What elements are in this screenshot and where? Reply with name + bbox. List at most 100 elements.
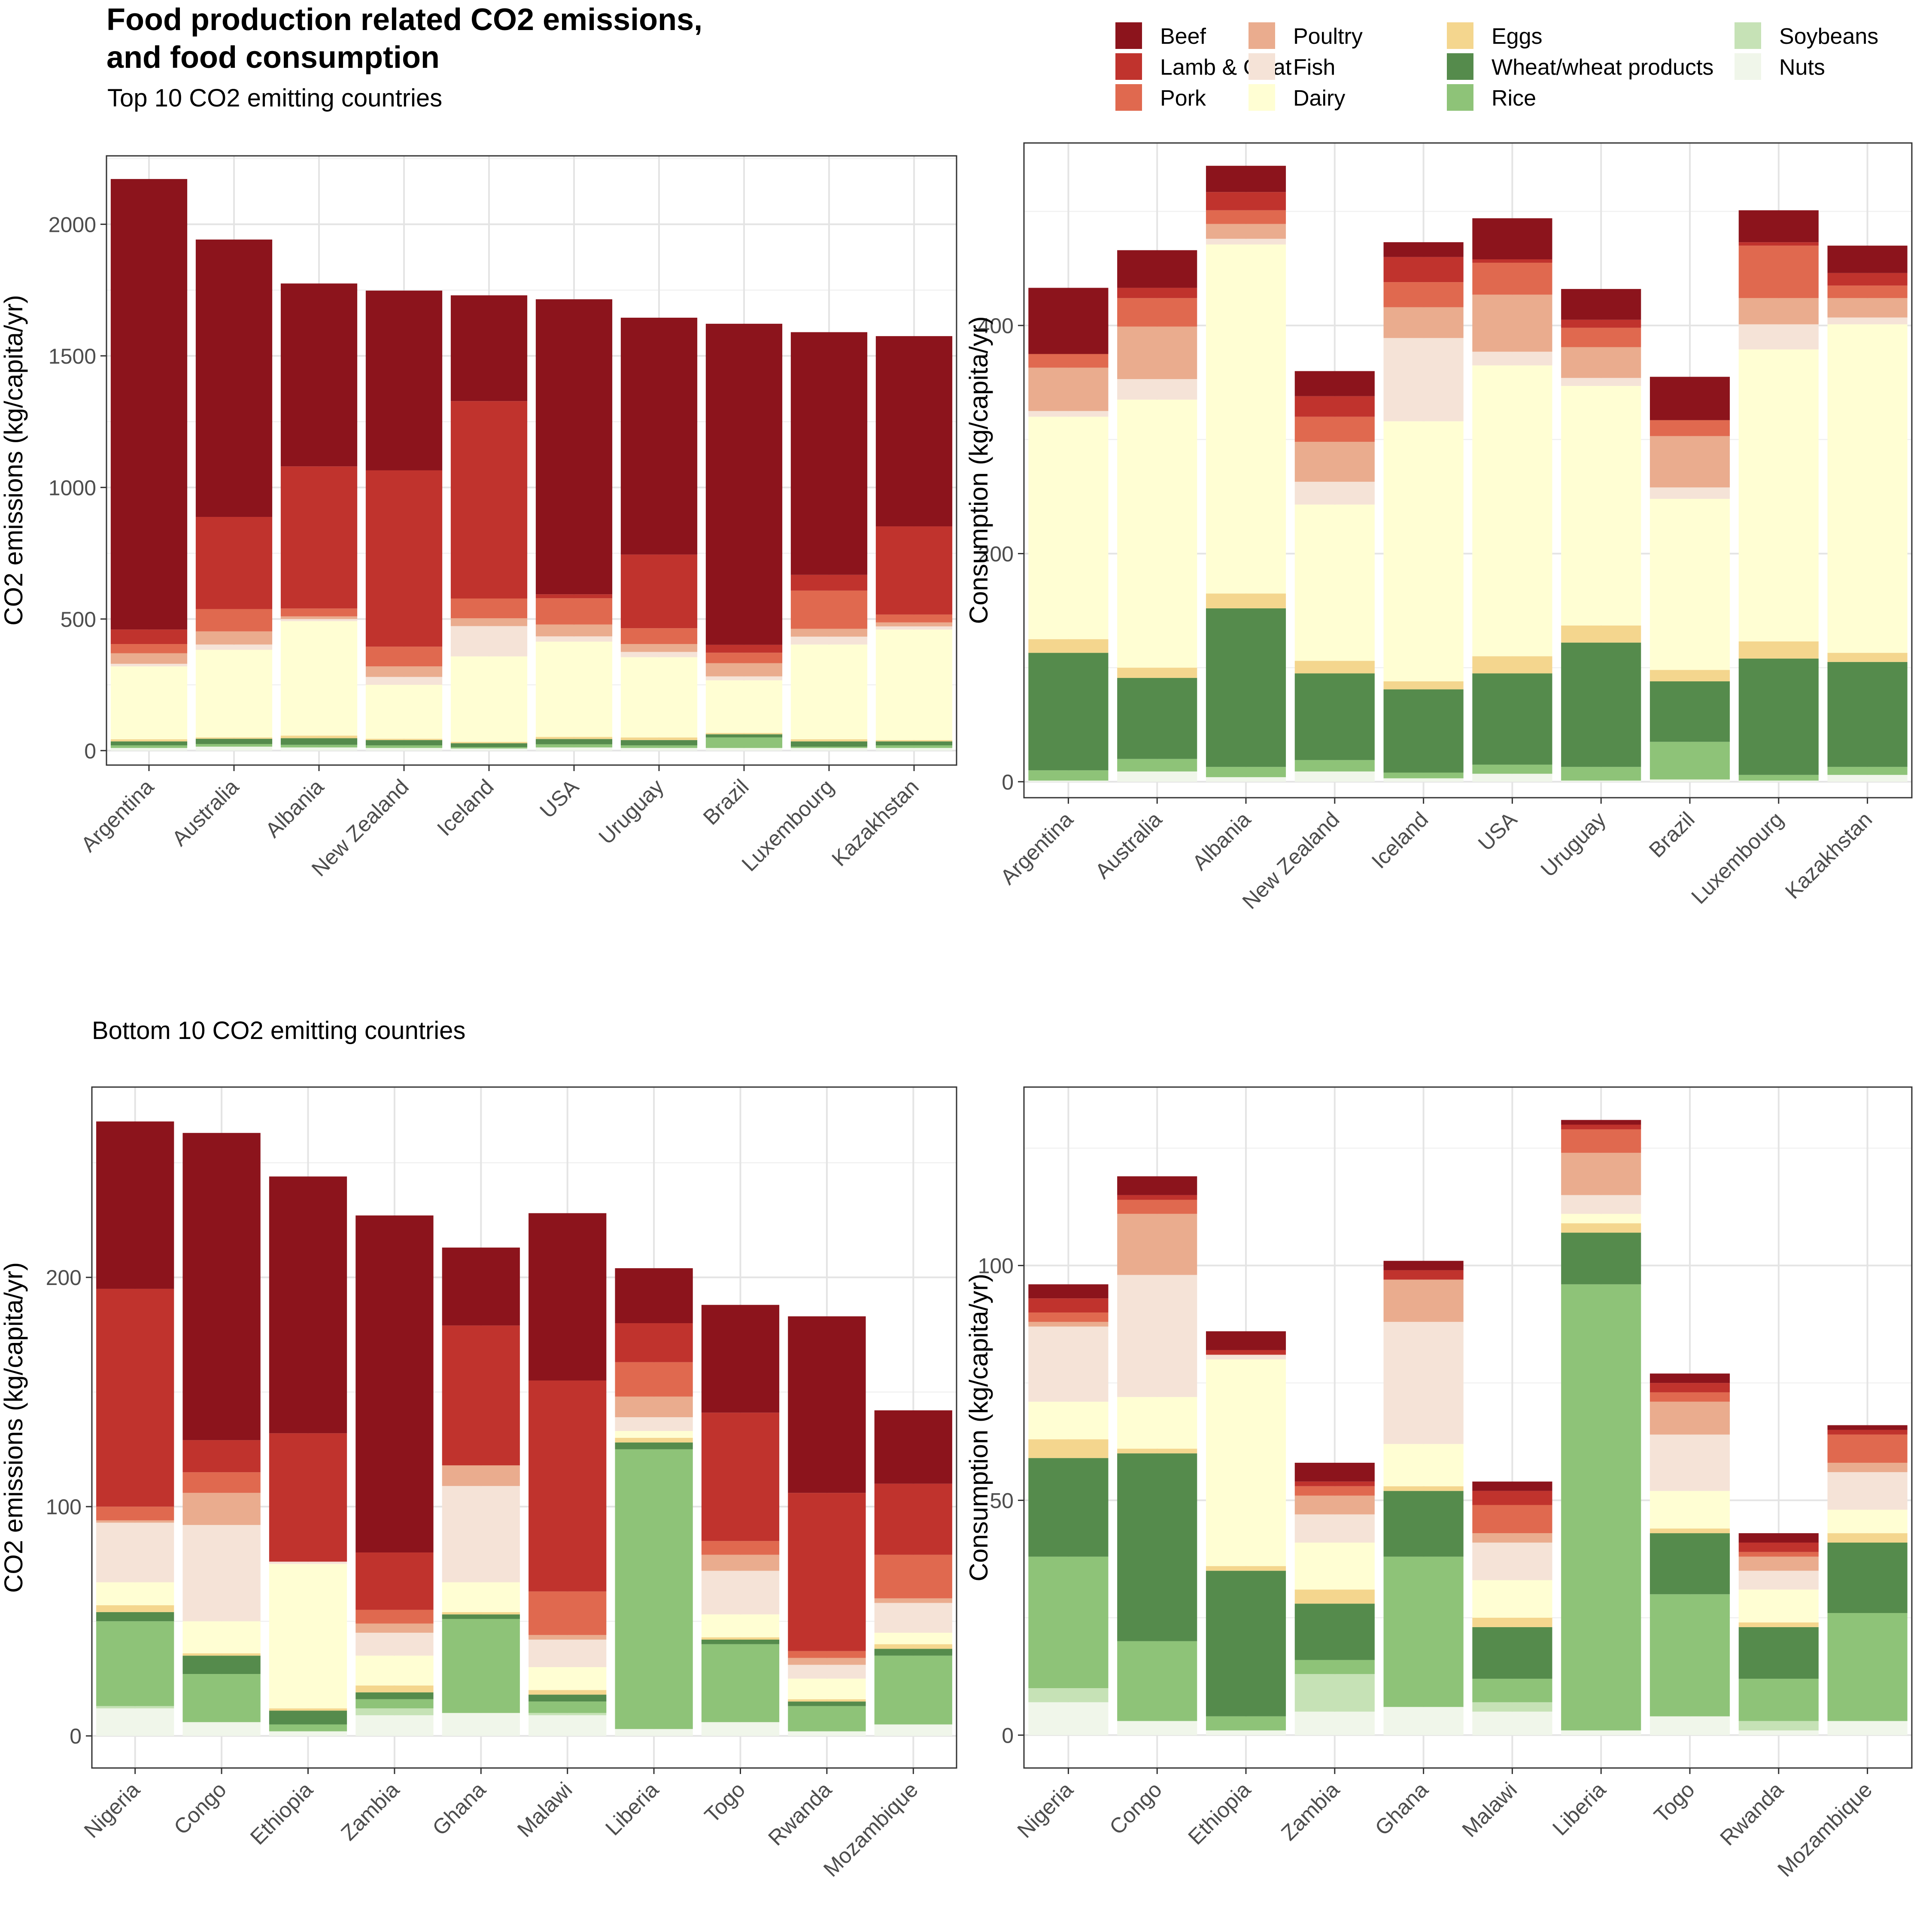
- bar-segment-ghana-beef: [442, 1247, 520, 1326]
- legend-key-soybeans: [1735, 22, 1761, 49]
- bar-segment-luxembourg-nuts: [790, 748, 868, 751]
- legend-key-eggs: [1447, 22, 1473, 49]
- bar-segment-new-zealand-dairy: [1294, 504, 1375, 661]
- bar-segment-argentina-rice: [1028, 770, 1109, 781]
- x-tick-label-rwanda: Rwanda: [1715, 1777, 1788, 1850]
- x-tick-label-liberia: Liberia: [1548, 1777, 1610, 1840]
- bar-segment-usa-eggs: [1472, 656, 1552, 674]
- bar-segment-luxembourg-dairy: [790, 644, 868, 739]
- bar-segment-usa-pork: [1472, 262, 1552, 295]
- bar-segment-mozambique-beef: [1827, 1425, 1908, 1430]
- bar-segment-congo-poultry: [1117, 1214, 1197, 1275]
- bar-segment-ghana-beef: [1383, 1261, 1464, 1270]
- bar-segment-congo-dairy: [1117, 1397, 1197, 1449]
- bar-segment-ghana-nuts: [1383, 1707, 1464, 1735]
- bar-segment-zambia-nuts: [1294, 1711, 1375, 1735]
- bar-segment-togo-wheat-wheat-products: [701, 1639, 780, 1644]
- bar-segment-new-zealand-fish: [1294, 482, 1375, 505]
- bar-segment-kazakhstan-lamb-and-goat: [875, 526, 953, 615]
- bar-segment-iceland-fish: [450, 626, 528, 656]
- bar-segment-congo-beef: [1117, 1176, 1197, 1195]
- x-tick-label-luxembourg: Luxembourg: [737, 775, 838, 876]
- y-tick-label: 100: [46, 1495, 82, 1519]
- bar-segment-congo-pork: [182, 1472, 261, 1493]
- bar-segment-togo-poultry: [701, 1555, 780, 1571]
- x-tick-label-argentina: Argentina: [996, 807, 1078, 889]
- bar-segment-zambia-pork: [1294, 1486, 1375, 1496]
- bar-segment-uruguay-poultry: [620, 644, 698, 652]
- bar-segment-zambia-eggs: [355, 1685, 434, 1692]
- bar-segment-zambia-rice: [1294, 1660, 1375, 1674]
- bar-segment-liberia-eggs: [1561, 1223, 1641, 1233]
- x-tick-label-uruguay: Uruguay: [1536, 807, 1610, 881]
- bar-segment-congo-eggs: [1117, 1449, 1197, 1454]
- bar-segment-uruguay-lamb-and-goat: [620, 554, 698, 629]
- bar-segment-brazil-pork: [705, 653, 783, 663]
- bar-segment-iceland-pork: [1383, 282, 1464, 307]
- bar-segment-brazil-pork: [1649, 420, 1730, 436]
- subtitle-bottom: Bottom 10 CO2 emitting countries: [92, 1017, 465, 1045]
- x-tick-label-mozambique: Mozambique: [1773, 1777, 1877, 1881]
- bar-segment-uruguay-wheat-wheat-products: [620, 740, 698, 746]
- bar-segment-new-zealand-wheat-wheat-products: [1294, 673, 1375, 760]
- legend-label-rice: Rice: [1492, 86, 1536, 111]
- bar-segment-uruguay-eggs: [620, 737, 698, 740]
- bar-segment-uruguay-dairy: [1561, 386, 1641, 626]
- bar-segment-uruguay-pork: [620, 628, 698, 644]
- bar-segment-liberia-beef: [615, 1268, 693, 1324]
- bar-segment-rwanda-rice: [1738, 1679, 1819, 1721]
- bar-segment-mozambique-beef: [874, 1410, 952, 1484]
- x-tick-label-zambia: Zambia: [336, 1777, 404, 1845]
- bar-segment-nigeria-rice: [96, 1621, 174, 1706]
- bar-segment-albania-rice: [1206, 767, 1286, 778]
- bar-segment-zambia-rice: [355, 1699, 434, 1709]
- bar-segment-togo-wheat-wheat-products: [1649, 1533, 1730, 1595]
- bar-segment-argentina-beef: [110, 179, 188, 630]
- bar-segment-zambia-pork: [355, 1610, 434, 1624]
- bar-segment-ghana-fish: [1383, 1321, 1464, 1444]
- bar-segment-ghana-poultry: [1383, 1279, 1464, 1322]
- bar-segment-uruguay-eggs: [1561, 625, 1641, 643]
- legend-label-dairy: Dairy: [1293, 86, 1345, 111]
- bar-segment-iceland-lamb-and-goat: [450, 401, 528, 598]
- bar-segment-australia-poultry: [1117, 326, 1197, 379]
- bar-segment-usa-rice: [1472, 764, 1552, 774]
- panel-border: [1023, 142, 1913, 799]
- bar-segment-luxembourg-poultry: [1738, 298, 1819, 325]
- x-tick-label-ghana: Ghana: [1370, 1777, 1433, 1840]
- bar-segment-ghana-wheat-wheat-products: [442, 1614, 520, 1619]
- y-tick-label: 2000: [49, 213, 96, 237]
- bar-segment-australia-beef: [1117, 250, 1197, 288]
- bar-segment-malawi-soybeans: [1472, 1702, 1552, 1712]
- bar-segment-togo-pork: [701, 1541, 780, 1555]
- bar-segment-brazil-poultry: [1649, 436, 1730, 488]
- bar-segment-ethiopia-dairy: [1206, 1359, 1286, 1566]
- x-tick-label-uruguay: Uruguay: [594, 775, 668, 849]
- legend-item-pork: Pork: [1115, 84, 1206, 111]
- bar-segment-iceland-dairy: [450, 656, 528, 742]
- bar-segment-nigeria-eggs: [96, 1605, 174, 1612]
- y-tick-label: 100: [978, 1254, 1014, 1278]
- bar-segment-zambia-fish: [1294, 1514, 1375, 1543]
- bar-segment-brazil-beef: [1649, 377, 1730, 420]
- bar-segment-usa-wheat-wheat-products: [1472, 673, 1552, 765]
- bar-segment-brazil-fish: [705, 676, 783, 680]
- bar-segment-rwanda-poultry: [1738, 1556, 1819, 1571]
- bar-segment-kazakhstan-wheat-wheat-products: [1827, 662, 1908, 767]
- legend-item-beef: Beef: [1115, 22, 1206, 49]
- bar-segment-new-zealand-nuts: [1294, 771, 1375, 782]
- x-tick-label-togo: Togo: [700, 1777, 750, 1827]
- bar-segment-zambia-wheat-wheat-products: [1294, 1604, 1375, 1660]
- x-tick-label-nigeria: Nigeria: [79, 1777, 145, 1843]
- bar-segment-congo-dairy: [182, 1621, 261, 1653]
- bar-segment-rwanda-beef: [788, 1316, 866, 1493]
- bar-segment-rwanda-nuts: [1738, 1730, 1819, 1735]
- bar-segment-togo-dairy: [701, 1614, 780, 1637]
- bar-segment-albania-fish: [1206, 239, 1286, 245]
- bar-segment-zambia-wheat-wheat-products: [355, 1692, 434, 1699]
- x-tick-label-australia: Australia: [167, 775, 243, 851]
- bar-segment-australia-pork: [1117, 298, 1197, 327]
- bars: [1028, 1120, 1908, 1735]
- bar-segment-liberia-wheat-wheat-products: [615, 1442, 693, 1449]
- bar-segment-kazakhstan-beef: [1827, 246, 1908, 273]
